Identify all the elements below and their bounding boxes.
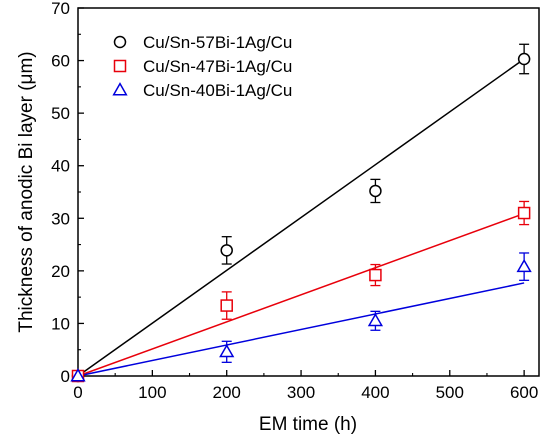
y-tick-label: 20 (51, 262, 70, 281)
x-axis-title: EM time (h) (259, 414, 357, 435)
y-tick-label: 50 (51, 104, 70, 123)
x-tick-label: 200 (213, 383, 241, 402)
data-point (369, 184, 382, 198)
legend-marker (113, 59, 127, 73)
fit-line (77, 58, 525, 377)
x-tick-label: 500 (436, 383, 464, 402)
y-tick-label: 40 (51, 157, 70, 176)
x-tick-label: 100 (138, 383, 166, 402)
data-markers (70, 52, 532, 383)
y-tick-label: 30 (51, 209, 70, 228)
fit-line (77, 282, 525, 377)
y-tick-label: 60 (51, 52, 70, 71)
y-tick-label: 10 (51, 314, 70, 333)
fit-line (77, 212, 525, 377)
legend-label: Cu/Sn-57Bi-1Ag/Cu (143, 33, 292, 52)
data-point (517, 52, 531, 66)
data-point (220, 244, 233, 257)
fit-lines (77, 58, 525, 377)
legend-label: Cu/Sn-40Bi-1Ag/Cu (143, 81, 292, 100)
data-point (219, 343, 235, 358)
y-axis-title: Thickness of anodic Bi layer (μm) (16, 51, 37, 332)
data-point (367, 312, 384, 327)
ticks: 0 100 200 300 400 500 600 0 10 20 30 40 50 60 70 (51, 0, 538, 402)
data-point (516, 258, 532, 273)
data-point (70, 368, 86, 382)
data-point (517, 206, 531, 220)
x-tick-label: 0 (73, 383, 82, 402)
data-point (220, 299, 233, 312)
legend-marker (112, 82, 128, 96)
x-tick-label: 600 (510, 383, 538, 402)
x-tick-label: 400 (361, 383, 389, 402)
data-point (369, 268, 382, 282)
y-tick-label: 0 (61, 367, 70, 386)
legend: Cu/Sn-57Bi-1Ag/Cu Cu/Sn-47Bi-1Ag/Cu Cu/Sn-… (112, 33, 292, 100)
y-tick-label: 70 (51, 0, 70, 18)
legend-marker (113, 35, 127, 49)
legend-label: Cu/Sn-47Bi-1Ag/Cu (143, 57, 292, 76)
x-tick-label: 300 (287, 383, 315, 402)
